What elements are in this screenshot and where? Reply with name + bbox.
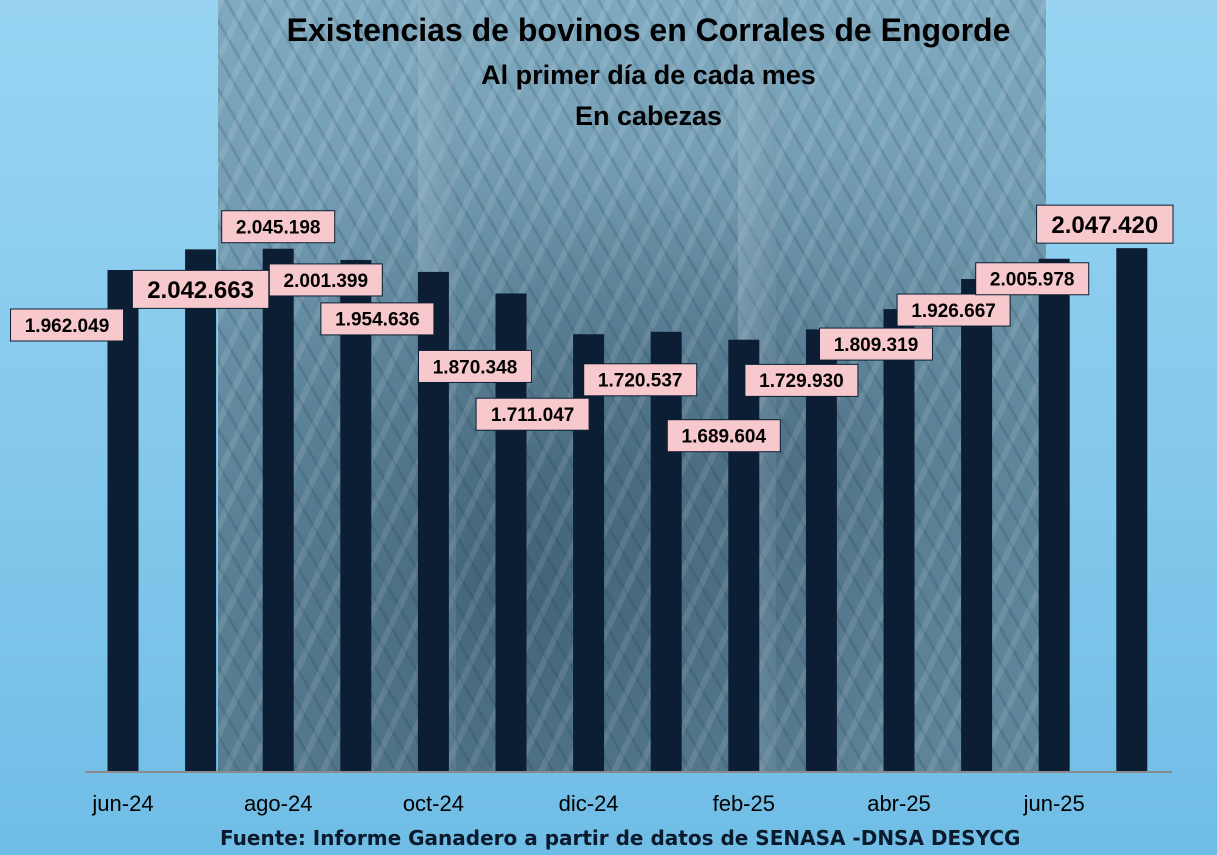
data-label-text: 1.926.667: [911, 301, 996, 322]
data-label-jul-24: 2.042.663: [131, 269, 270, 309]
data-label-text: 2.047.420: [1051, 212, 1158, 239]
bar-jun-24: [107, 270, 139, 772]
data-label-text: 1.720.537: [598, 371, 683, 392]
source-note: Fuente: Informe Ganadero a partir de dat…: [220, 826, 1021, 850]
bar-feb-25: [728, 339, 760, 772]
data-label-ene-25: 1.720.537: [583, 363, 698, 397]
bar-mar-25: [805, 329, 837, 772]
data-label-text: 2.045.198: [236, 218, 321, 239]
data-label-box: [666, 419, 781, 453]
data-label-box: [819, 327, 933, 361]
x-tick-labels: jun-24 ago-24 oct-24 dic-24 feb-25 abr-25 jun-…: [91, 791, 1084, 816]
bar-sep-24: [340, 259, 372, 772]
bars-group: [107, 248, 1148, 772]
bar-jun-25: [1038, 258, 1070, 772]
bar-jul-25: [1116, 248, 1148, 772]
data-label-text: 2.042.663: [147, 277, 254, 304]
data-label-box: [320, 302, 435, 336]
data-label-text: 1.711.047: [491, 405, 574, 426]
data-label-dic-24: 1.711.047: [475, 397, 590, 431]
data-label-jul-25: 2.047.420: [1036, 204, 1174, 244]
data-label-text: 2.005.978: [990, 270, 1075, 291]
data-label-text: 1.954.636: [335, 310, 420, 331]
data-label-jun-24: 1.962.049: [10, 308, 124, 342]
data-label-box: [744, 363, 859, 397]
data-label-box: [131, 269, 270, 309]
bar-abr-25: [883, 309, 915, 772]
data-label-box: [1036, 204, 1174, 244]
data-label-box: [418, 349, 532, 383]
data-label-text: 2.001.399: [284, 271, 369, 292]
data-label-mar-25: 1.729.930: [744, 363, 859, 397]
data-labels: 1.962.049 2.042.663 2.045.198 2.001.399 1.95…: [10, 204, 1174, 453]
x-tick-jun-25: jun-25: [1023, 791, 1085, 816]
x-tick-dic-24: dic-24: [559, 791, 619, 816]
x-tick-feb-25: feb-25: [713, 791, 775, 816]
bar-ago-24: [262, 248, 294, 772]
chart-title: Existencias de bovinos en Corrales de En…: [286, 12, 1011, 48]
x-tick-oct-24: oct-24: [403, 791, 464, 816]
chart-subtitle-2: En cabezas: [574, 101, 723, 131]
data-label-text: 1.962.049: [25, 316, 110, 337]
bar-jul-24: [185, 249, 217, 772]
data-label-box: [975, 262, 1090, 296]
data-label-text: 1.809.319: [834, 335, 919, 356]
data-label-may-25: 1.926.667: [896, 293, 1011, 327]
data-label-box: [896, 293, 1011, 327]
data-label-abr-25: 1.809.319: [819, 327, 933, 361]
data-label-feb-25: 1.689.604: [666, 419, 781, 453]
data-label-box: [221, 210, 336, 244]
data-label-text: 1.689.604: [682, 427, 767, 448]
data-label-box: [475, 397, 590, 431]
bar-ene-25: [650, 331, 682, 772]
data-label-box: [268, 263, 383, 297]
data-label-text: 1.870.348: [433, 357, 518, 378]
data-label-sep-24: 2.001.399: [268, 263, 383, 297]
data-label-nov-24: 1.870.348: [418, 349, 532, 383]
bar-oct-24: [417, 271, 449, 772]
x-tick-abr-25: abr-25: [867, 791, 931, 816]
x-tick-ago-24: ago-24: [244, 791, 313, 816]
bar-may-25: [961, 279, 993, 772]
data-label-jun-25: 2.005.978: [975, 262, 1090, 296]
data-label-box: [583, 363, 698, 397]
chart-subtitle-1: Al primer día de cada mes: [481, 60, 816, 90]
data-label-text: 1.729.930: [759, 371, 844, 392]
x-tick-jun-24: jun-24: [91, 791, 153, 816]
data-label-oct-24: 1.954.636: [320, 302, 435, 336]
data-label-box: [10, 308, 124, 342]
data-label-ago-24: 2.045.198: [221, 210, 336, 244]
